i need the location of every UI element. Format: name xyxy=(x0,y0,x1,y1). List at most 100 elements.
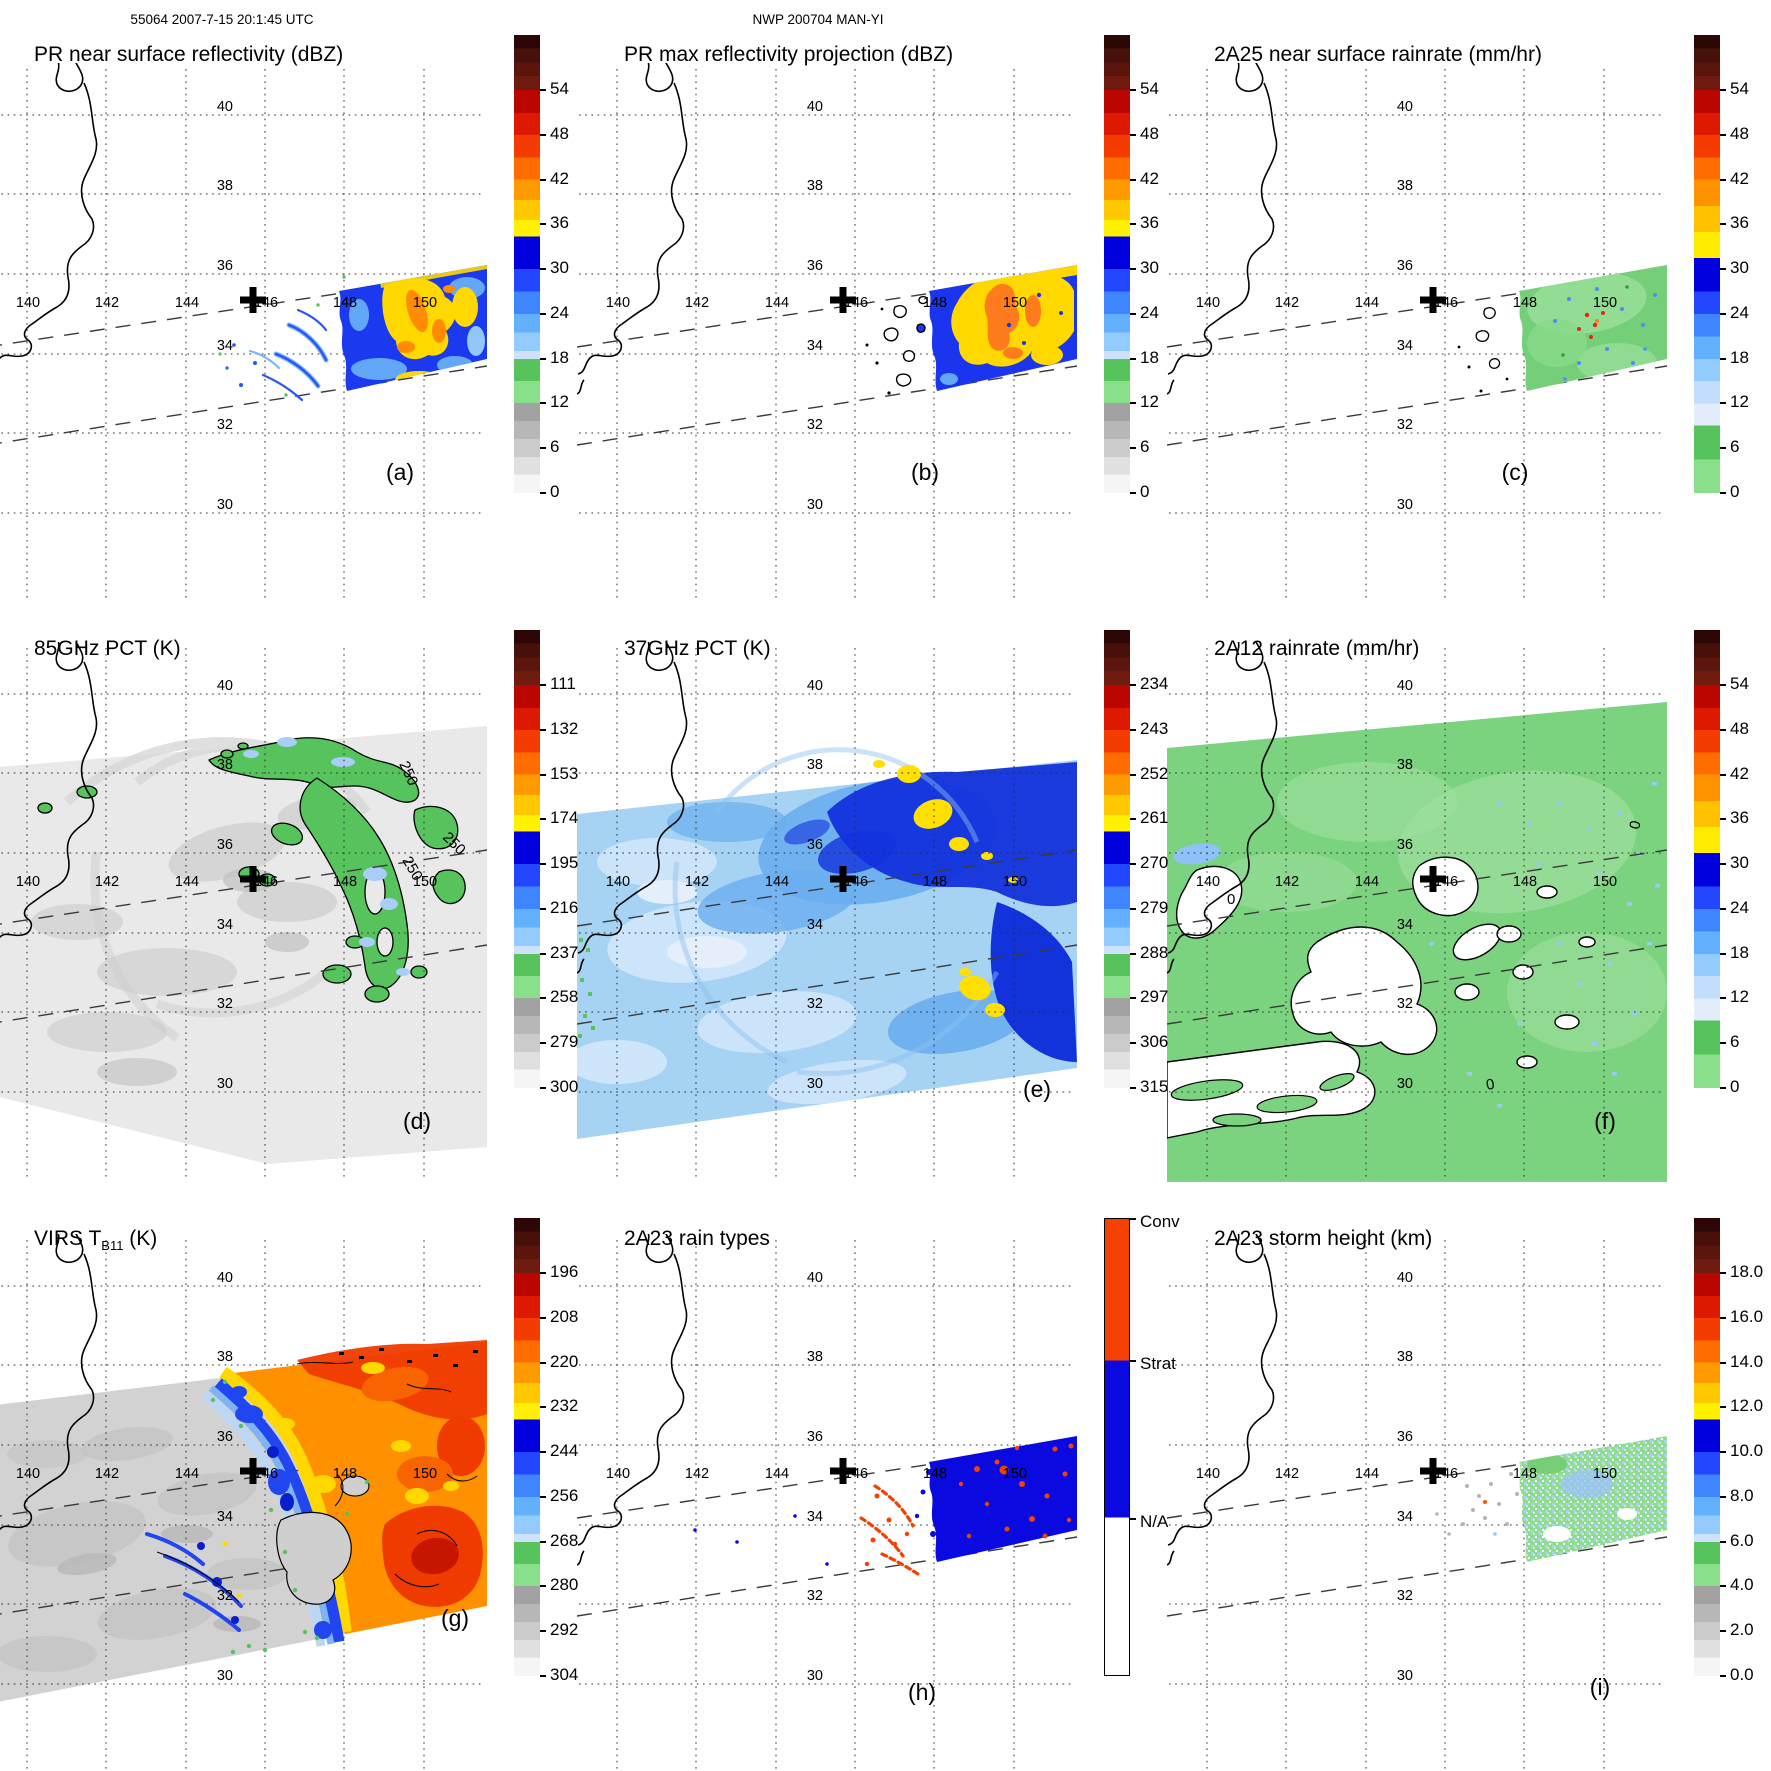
colorbar-tick-label: 36 xyxy=(1730,808,1749,827)
lat-label: 32 xyxy=(807,1588,823,1604)
colorbar-tick-label: 4.0 xyxy=(1730,1575,1754,1594)
colorbar-tick-label: 304 xyxy=(550,1665,579,1684)
grid-lines xyxy=(1169,1240,1665,1771)
panel-c-map: 140142144146148150403836343230(c) xyxy=(1167,63,1667,601)
colorbar-tick-label: 48 xyxy=(1730,719,1749,738)
lat-label: 36 xyxy=(807,258,823,274)
lat-label: 36 xyxy=(217,1429,233,1445)
colorbar-tick-label: 30 xyxy=(1730,853,1749,872)
grid-labels: 140142144146148150403836343230 xyxy=(606,1270,1027,1684)
panel-a-map: 140142144146148150403836343230(a) xyxy=(0,63,487,601)
lon-label: 144 xyxy=(765,295,789,311)
header-storm-name: NWP 200704 MAN-YI xyxy=(752,12,884,27)
colorbar-tick-label: 279 xyxy=(550,1032,579,1051)
colorbar-tick-label: 24 xyxy=(1730,898,1749,917)
colorbar-tick-label: 0 xyxy=(550,482,560,501)
lat-label: 32 xyxy=(1397,417,1413,433)
panel-title-text: 85GHz PCT (K) xyxy=(34,637,181,660)
colorbar-tick-label: 54 xyxy=(1730,79,1749,98)
panel-f: 2A12 rainrate (mm/hr) 000140142144146148… xyxy=(1167,613,1771,1198)
colorbar-ramp xyxy=(1694,1218,1720,1676)
panel-title-text: 2A23 rain types xyxy=(624,1227,770,1250)
panel-h-title: 2A23 rain types xyxy=(624,1227,770,1251)
pr-swath-edge-lines xyxy=(577,849,1077,1025)
panel-a-colorbar: 54 48 42 36 30 24 18 12 6 0 xyxy=(514,35,569,501)
lon-label: 140 xyxy=(606,295,630,311)
panel-letter: (h) xyxy=(908,1679,936,1705)
panel-b: PR max reflectivity projection (dBZ) 140… xyxy=(577,33,1191,618)
panel-letter: (g) xyxy=(441,1605,469,1631)
colorbar-tick-label: 18 xyxy=(1730,348,1749,367)
panel-title-text: 37GHz PCT (K) xyxy=(624,637,771,660)
panel-h: 2A23 rain types 140142144146148150403836… xyxy=(577,1204,1191,1771)
lon-label: 150 xyxy=(1593,874,1617,890)
panel-letter: (e) xyxy=(1023,1076,1051,1102)
panel-e: 37GHz PCT (K) 14014214414614815040383634… xyxy=(577,613,1191,1198)
lon-label: 150 xyxy=(1003,874,1027,890)
lon-label: 150 xyxy=(413,295,437,311)
colorbar-tick-label: 220 xyxy=(550,1352,579,1371)
lat-label: 40 xyxy=(217,99,233,115)
panel-d: 85GHz PCT (K) 25025025014014214414614815… xyxy=(0,613,601,1198)
panel-c: 2A25 near surface rainrate (mm/hr) 140 14… xyxy=(1167,33,1771,618)
lat-label: 36 xyxy=(1397,1429,1413,1445)
storm-center-marker xyxy=(1420,287,1446,313)
panel-i: 2A23 storm height (km) 14014214414614815… xyxy=(1167,1204,1771,1771)
lon-label: 148 xyxy=(923,1466,947,1482)
lat-label: 40 xyxy=(217,1270,233,1286)
panel-a-title: PR near surface reflectivity (dBZ) xyxy=(34,43,343,67)
lon-label: 142 xyxy=(95,1466,119,1482)
grid-labels: 140142144146148150403836343230 xyxy=(16,1270,437,1684)
lat-label: 40 xyxy=(807,99,823,115)
colorbar-ramp xyxy=(1694,630,1720,1088)
storm-center-marker xyxy=(830,1458,856,1484)
panel-b-colorbar: 54 48 42 36 30 24 18 12 6 0 xyxy=(1104,35,1159,501)
lon-label: 140 xyxy=(16,1466,40,1482)
contour-labels: 0 0 0 xyxy=(1227,819,1645,1094)
colorbar-tick-label: 30 xyxy=(1140,258,1159,277)
colorbar-tick-label: 12 xyxy=(550,392,569,411)
lon-label: 140 xyxy=(606,1466,630,1482)
grid-lines xyxy=(579,1240,1075,1771)
lon-label: 150 xyxy=(1003,295,1027,311)
japan-coastline xyxy=(577,63,688,395)
lat-label: 34 xyxy=(807,917,823,933)
colorbar-tick-label: 288 xyxy=(1140,943,1169,962)
lat-label: 36 xyxy=(1397,837,1413,853)
colorbar-tick-label: 252 xyxy=(1140,764,1169,783)
grid-labels: 140142144146148150403836343230 xyxy=(1196,99,1617,513)
panel-g-map: 140142144146148150403836343230(g) xyxy=(0,1234,487,1771)
panel-letter: (b) xyxy=(911,459,939,485)
lat-label: 30 xyxy=(807,1668,823,1684)
colorbar-class-label: N/A xyxy=(1140,1512,1169,1531)
japan-coastline xyxy=(1167,63,1278,395)
lon-label: 144 xyxy=(1355,1466,1379,1482)
lat-label: 32 xyxy=(1397,996,1413,1012)
lat-label: 34 xyxy=(1397,338,1413,354)
panel-title-text: 2A23 storm height (km) xyxy=(1214,1227,1433,1250)
panel-d-map: 250250250140142144146148150403836343230(… xyxy=(0,642,487,1180)
panel-b-map: 140142144146148150403836343230(b) xyxy=(577,63,1077,601)
colorbar-tick-label: 243 xyxy=(1140,719,1169,738)
header-orbit-time: 55064 2007-7-15 20:1:45 UTC xyxy=(130,12,314,27)
lon-label: 140 xyxy=(606,874,630,890)
colorbar-ramp xyxy=(1104,1218,1130,1676)
pr-swath-edge-lines xyxy=(0,849,487,1023)
panel-i-title: 2A23 storm height (km) xyxy=(1214,1227,1432,1251)
colorbar-tick-label: 42 xyxy=(1140,169,1159,188)
lat-label: 38 xyxy=(807,178,823,194)
panel-letter: (i) xyxy=(1590,1674,1610,1700)
colorbar-tick-label: 12.0 xyxy=(1730,1396,1764,1415)
colorbar-tick-label: 297 xyxy=(1140,987,1169,1006)
lat-label: 36 xyxy=(807,837,823,853)
panel-h-map: 140142144146148150403836343230(h) xyxy=(577,1234,1077,1771)
colorbar-tick-label: 315 xyxy=(1140,1077,1169,1096)
panel-e-map: 140142144146148150403836343230(e) xyxy=(577,642,1077,1180)
lon-label: 144 xyxy=(765,874,789,890)
panel-b-title: PR max reflectivity projection (dBZ) xyxy=(624,43,953,67)
colorbar-tick-label: 12 xyxy=(1140,392,1159,411)
lon-label: 148 xyxy=(923,295,947,311)
storm-center-marker xyxy=(830,866,856,892)
lon-label: 142 xyxy=(685,874,709,890)
lat-label: 36 xyxy=(1397,258,1413,274)
